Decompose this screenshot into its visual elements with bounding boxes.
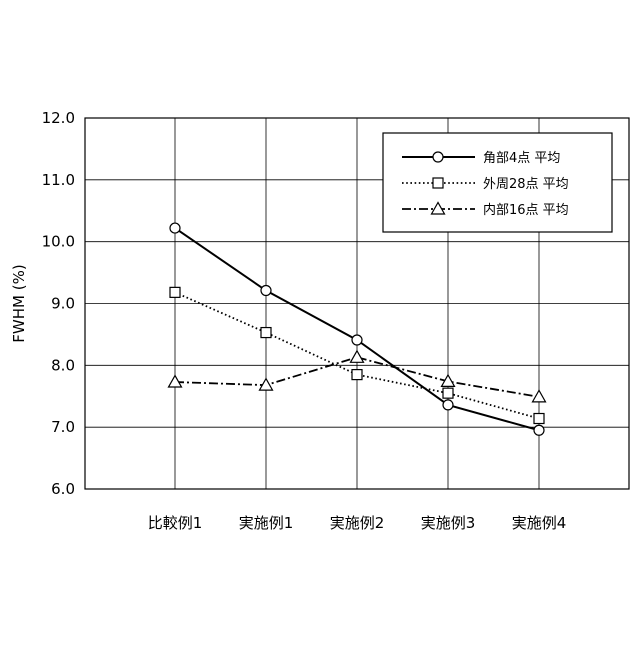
data-point-triangle	[531, 389, 547, 403]
y-axis-ticks: 6.0 7.0 8.0 9.0 10.0 11.0 12.0	[42, 109, 75, 498]
data-point-triangle	[167, 374, 183, 388]
series-2-markers	[169, 286, 545, 425]
data-point-triangle	[258, 377, 274, 391]
data-point-circle	[442, 399, 454, 411]
x-tick-label: 実施例1	[239, 514, 294, 532]
y-tick-label: 7.0	[51, 418, 75, 436]
legend-marker-square	[432, 177, 444, 189]
data-point-circle	[533, 424, 545, 436]
series-line	[174, 356, 540, 398]
data-point-square	[533, 412, 545, 425]
y-tick-label: 10.0	[42, 233, 75, 251]
data-point-circle	[351, 334, 363, 346]
series-3-markers	[167, 349, 547, 403]
y-tick-label: 9.0	[51, 295, 75, 313]
y-tick-label: 12.0	[42, 109, 75, 127]
legend-item-3: 内部16点 平均	[402, 201, 569, 218]
series-1-markers	[169, 222, 545, 436]
legend-label: 内部16点 平均	[483, 202, 569, 218]
data-point-circle	[260, 284, 272, 297]
x-tick-label: 実施例3	[421, 514, 476, 532]
data-point-square	[442, 387, 454, 399]
series-layer	[167, 222, 547, 436]
x-tick-label: 実施例2	[330, 514, 385, 532]
x-tick-label: 比較例1	[148, 514, 203, 532]
legend-item-1: 角部4点 平均	[402, 151, 560, 166]
x-tick-label: 実施例4	[512, 514, 567, 532]
x-axis-ticks: 比較例1 実施例1 実施例2 実施例3 実施例4	[148, 514, 567, 532]
data-point-triangle	[349, 349, 365, 363]
legend-label: 外周28点 平均	[483, 177, 569, 192]
data-point-square	[351, 369, 363, 381]
data-point-circle	[169, 222, 181, 234]
y-tick-label: 8.0	[51, 356, 75, 374]
series-2	[174, 291, 540, 420]
legend-item-2: 外周28点 平均	[402, 177, 569, 192]
legend-box	[382, 132, 613, 233]
data-point-triangle	[440, 373, 456, 388]
series-3	[174, 356, 540, 398]
series-line	[174, 291, 540, 420]
data-point-square	[169, 286, 181, 298]
legend-label: 角部4点 平均	[483, 151, 560, 166]
y-tick-label: 6.0	[51, 480, 75, 498]
plot-frame	[84, 117, 630, 490]
legend-marker-triangle	[430, 201, 446, 215]
y-axis-label: FWHM (%)	[10, 264, 28, 342]
data-point-square	[260, 326, 272, 339]
legend-marker-circle	[432, 151, 444, 163]
y-tick-label: 11.0	[42, 171, 75, 189]
